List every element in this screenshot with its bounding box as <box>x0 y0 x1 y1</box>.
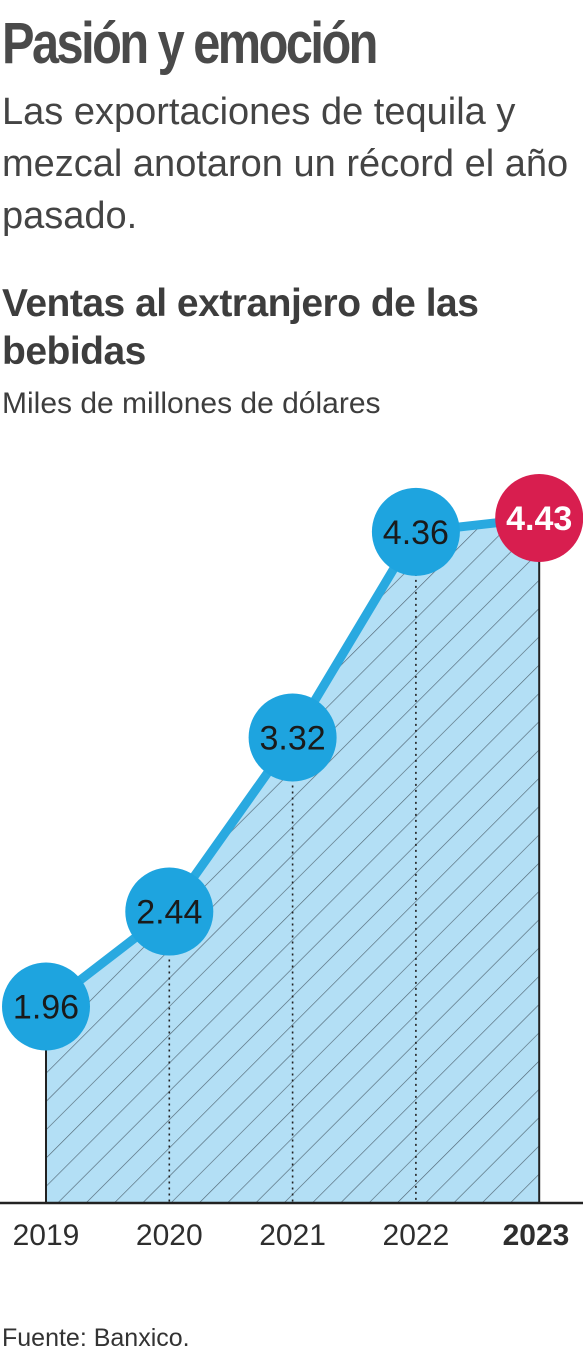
marker-2019 <box>2 962 90 1051</box>
x-tick-label-2021: 2021 <box>259 1219 326 1252</box>
dek: Las exportaciones de tequila y mezcal an… <box>2 91 569 237</box>
label-layer: 1.96 2.44 3.32 4.36 4.43 <box>13 500 572 1026</box>
chart-title: Ventas al extranjero de las bebidas <box>2 282 479 373</box>
data-label-2022: 4.36 <box>383 514 449 552</box>
x-tick-label-2019: 2019 <box>13 1219 80 1252</box>
headline: Pasión y emoción <box>2 11 378 76</box>
data-label-2023: 4.43 <box>506 500 572 538</box>
x-tick-label-2020: 2020 <box>136 1219 203 1252</box>
marker-layer <box>2 474 583 1051</box>
area-layer <box>46 518 540 1203</box>
marker-2023 <box>495 474 583 562</box>
chart-subtitle: Miles de millones de dólares <box>2 387 381 420</box>
marker-2022 <box>371 487 460 576</box>
data-label-2020: 2.44 <box>136 894 202 932</box>
area-chart: 1.96 2.44 3.32 4.36 4.43 2019 2020 2021 2022 202… <box>0 474 583 1252</box>
axis-layer: 2019 2020 2021 2022 2023 <box>0 1201 583 1252</box>
data-label-2021: 3.32 <box>260 720 326 758</box>
data-label-2019: 1.96 <box>13 988 79 1026</box>
marker-2020 <box>125 867 214 956</box>
x-tick-label-2022: 2022 <box>383 1219 450 1252</box>
source-note: Fuente: Banxico. <box>2 1324 190 1352</box>
area-hatch <box>46 518 540 1203</box>
marker-2021 <box>248 693 337 782</box>
x-tick-label-2023: 2023 <box>503 1219 570 1252</box>
